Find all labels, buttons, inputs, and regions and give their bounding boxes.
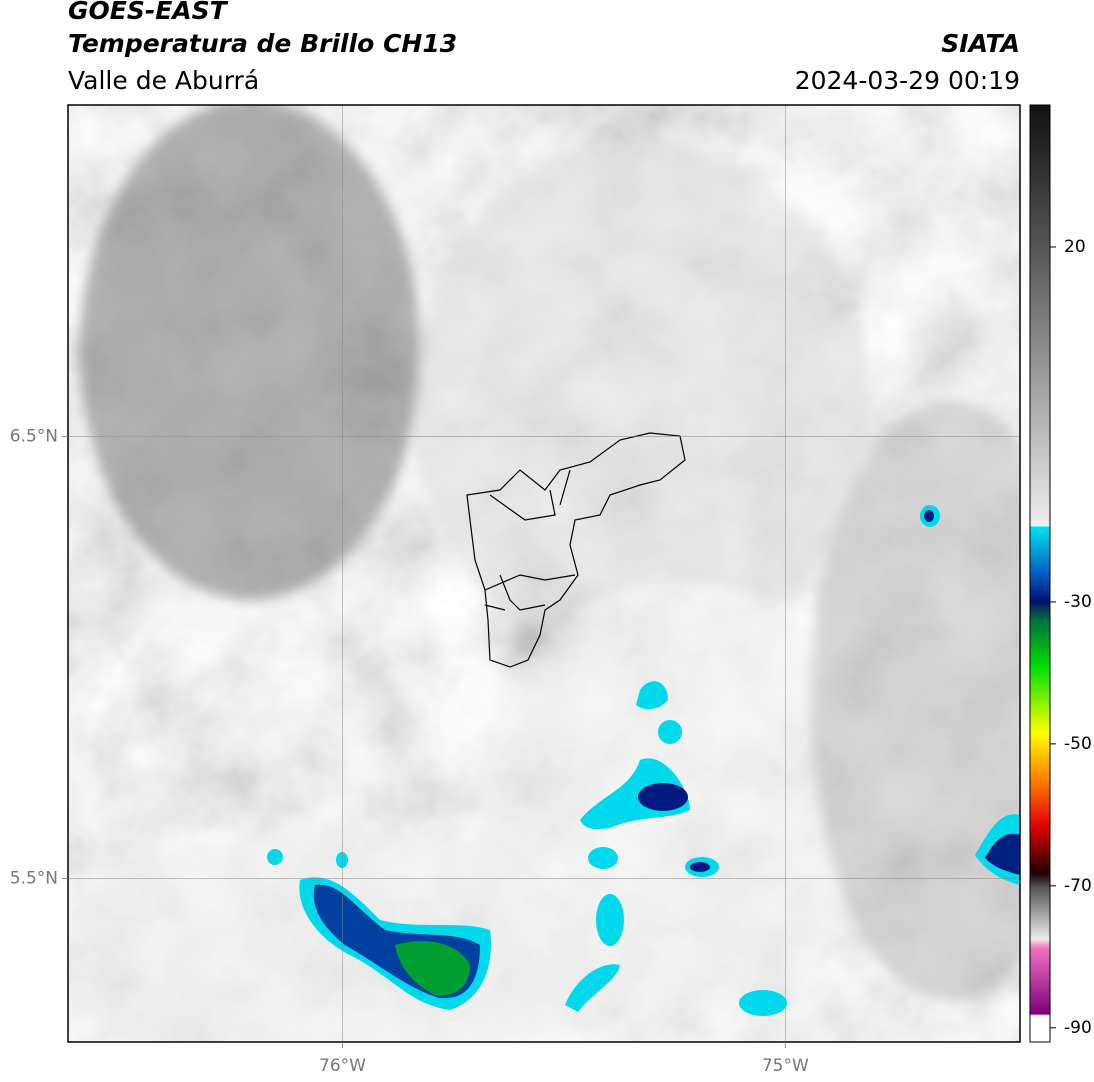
y-tick-label: 5.5°N xyxy=(10,868,58,888)
colorbar-label: -30 xyxy=(1064,592,1092,612)
colorbar-label: -90 xyxy=(1064,1018,1092,1038)
x-tick-label: 75°W xyxy=(762,1056,809,1076)
graticule xyxy=(68,105,1020,1042)
x-tick-label: 76°W xyxy=(319,1056,366,1076)
datetime: 2024-03-29 00:19 xyxy=(795,66,1020,95)
source: SIATA xyxy=(941,29,1020,58)
title: GOES-EAST xyxy=(68,0,229,25)
subtitle: Temperatura de Brillo CH13 xyxy=(68,29,457,58)
y-tick-label: 6.5°N xyxy=(10,426,58,446)
cold-cloud-tops xyxy=(267,505,1020,1016)
colorbar-label: 20 xyxy=(1064,237,1086,257)
colorbar-label: -70 xyxy=(1064,876,1092,896)
map-frame xyxy=(67,104,1021,1043)
colorbar xyxy=(1029,104,1051,1043)
region-boundary xyxy=(466,432,686,668)
colorbar-label: -50 xyxy=(1064,734,1092,754)
region: Valle de Aburrá xyxy=(68,66,259,95)
satellite-image xyxy=(68,105,1020,1042)
